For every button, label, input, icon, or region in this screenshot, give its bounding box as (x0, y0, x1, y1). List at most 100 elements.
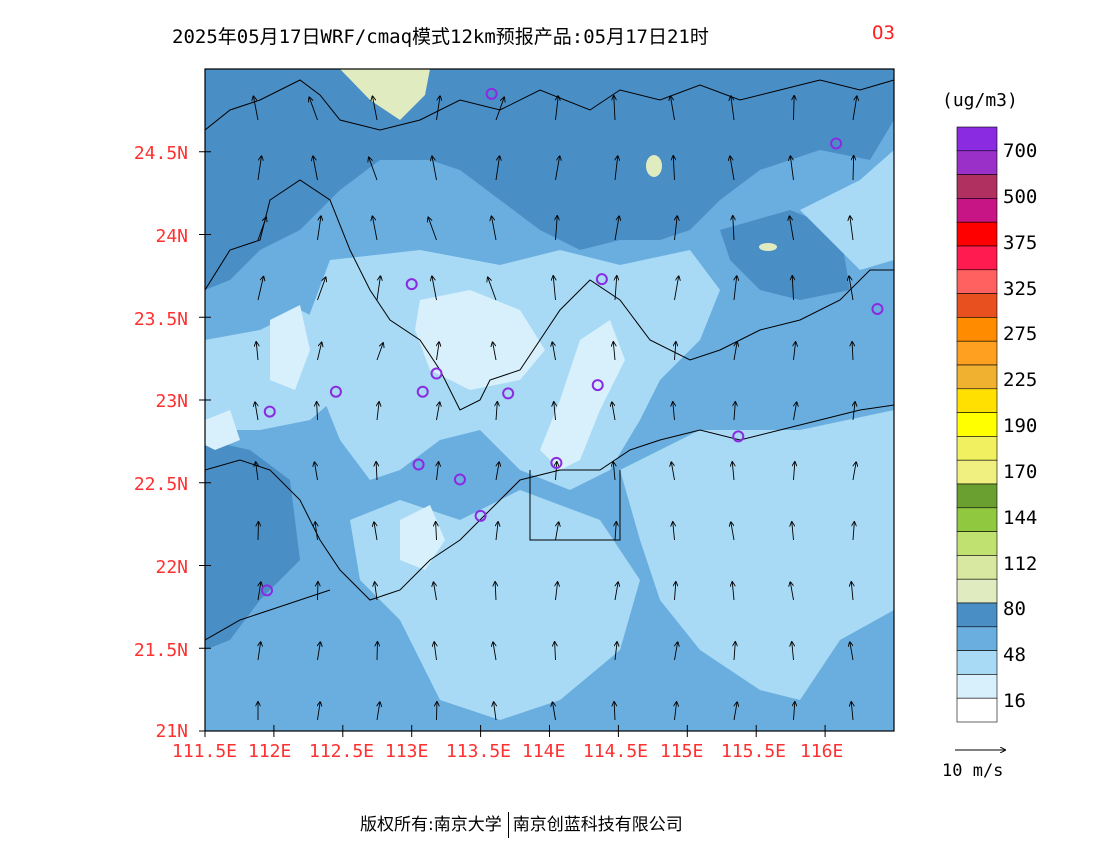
wind-vectors (253, 96, 916, 721)
station-marker (261, 584, 274, 597)
wind-arrow (318, 642, 321, 661)
colorbar-label: 48 (1003, 644, 1026, 666)
title-main: 2025年05月17日WRF/cmaq模式12km预报产品:05月17日21时 (172, 26, 709, 48)
colorbar-swatch (956, 388, 998, 413)
colorbar-swatch (956, 221, 998, 247)
wind-arrow (496, 402, 497, 421)
wind-arrow (495, 462, 499, 481)
wind-arrow (253, 96, 259, 121)
wind-arrow (794, 462, 795, 481)
wind-arrow (852, 96, 857, 121)
wind-arrow (852, 342, 853, 361)
wind-arrow (850, 216, 854, 241)
colorbar-swatch (956, 293, 998, 318)
wind-arrow (734, 642, 735, 661)
colorbar-swatch (956, 412, 998, 437)
wind-arrow (434, 582, 437, 601)
station-marker (502, 387, 515, 400)
lat-tick-label: 21.5N (133, 640, 188, 661)
wind-arrow (671, 462, 675, 481)
wind-arrow (612, 402, 616, 421)
wind-arrow (853, 522, 854, 541)
wind-arrow (853, 402, 855, 421)
wind-arrow (369, 157, 378, 181)
wind-arrow (734, 402, 735, 421)
wind-arrow (912, 402, 913, 420)
wind-arrow (436, 522, 437, 541)
station-marker (485, 87, 498, 100)
colorbar-swatch (956, 555, 998, 580)
station-marker (430, 367, 443, 380)
wind-arrow (258, 642, 261, 661)
wind-arrow (315, 522, 317, 541)
wind-arrow (670, 96, 675, 121)
wind-arrow (614, 216, 619, 241)
lon-tick-label: 115E (660, 741, 704, 762)
lon-tick-label: 111.5E (172, 741, 238, 762)
lon-tick-label: 112.5E (309, 741, 375, 762)
wind-arrow (675, 702, 677, 721)
concentration-field (205, 69, 894, 731)
wind-arrow (554, 402, 556, 421)
colorbar-swatch (956, 507, 998, 532)
colorbar-swatch (956, 317, 998, 342)
wind-arrow (733, 342, 737, 361)
wind-arrow (258, 582, 261, 601)
colorbar-swatch (956, 483, 998, 509)
station-marker (405, 278, 418, 291)
wind-arrow (255, 402, 259, 421)
wind-arrow (909, 276, 912, 300)
wind-arrow (613, 342, 615, 361)
wind-arrow (673, 522, 675, 541)
wind-arrow (317, 342, 322, 361)
wind-arrow (376, 276, 380, 301)
wind-arrow (850, 642, 854, 661)
colorbar-label: 144 (1003, 507, 1038, 529)
lat-tick-label: 23N (155, 391, 188, 412)
colorbar-label: 112 (1003, 553, 1038, 575)
wind-arrow (495, 582, 496, 601)
footer-left: 版权所有:南京大学 (360, 815, 502, 835)
wind-arrow (309, 97, 318, 121)
lat-tick-label: 23.5N (133, 309, 188, 330)
wind-arrow (613, 462, 615, 481)
colorbar-label: 375 (1003, 232, 1038, 254)
station-marker (591, 379, 604, 392)
footer-divider (507, 812, 509, 838)
wind-arrow (556, 96, 559, 121)
wind-arrow (614, 96, 615, 121)
wind-arrow (493, 342, 497, 361)
wind-arrow (794, 342, 796, 361)
wind-arrow (792, 642, 794, 661)
wind-arrow (731, 522, 735, 541)
wind-arrow (494, 702, 496, 721)
colorbar-swatch (956, 459, 998, 485)
wind-arrow (315, 462, 318, 481)
lat-tick-label: 21N (155, 721, 188, 742)
wind-arrow (794, 96, 795, 121)
wind-arrow (256, 342, 258, 361)
wind-arrow (313, 156, 318, 181)
copyright-footer: 版权所有:南京大学 南京创蓝科技有限公司 (360, 810, 683, 838)
lon-tick-label: 116E (800, 741, 844, 762)
colorbar-swatch (956, 602, 998, 628)
colorbar-unit: (ug/m3) (942, 90, 1018, 111)
wind-arrow (317, 216, 321, 241)
wind-arrow (555, 156, 560, 181)
wind-arrow (851, 582, 853, 601)
wind-arrow (789, 216, 794, 241)
wind-arrow (794, 702, 795, 721)
colorbar-label: 80 (1003, 598, 1026, 620)
wind-arrow (556, 582, 558, 601)
colorbar-swatch (956, 150, 998, 175)
footer-right: 南京创蓝科技有限公司 (512, 815, 683, 835)
colorbar-swatch (956, 697, 998, 723)
station-marker (550, 456, 563, 469)
colorbar (956, 126, 998, 723)
wind-arrow (488, 277, 497, 301)
lon-tick-label: 113E (385, 741, 429, 762)
lon-tick-label: 112E (248, 741, 292, 762)
station-marker (453, 473, 466, 486)
colorbar-label: 225 (1003, 369, 1038, 391)
wind-arrow (436, 402, 440, 421)
